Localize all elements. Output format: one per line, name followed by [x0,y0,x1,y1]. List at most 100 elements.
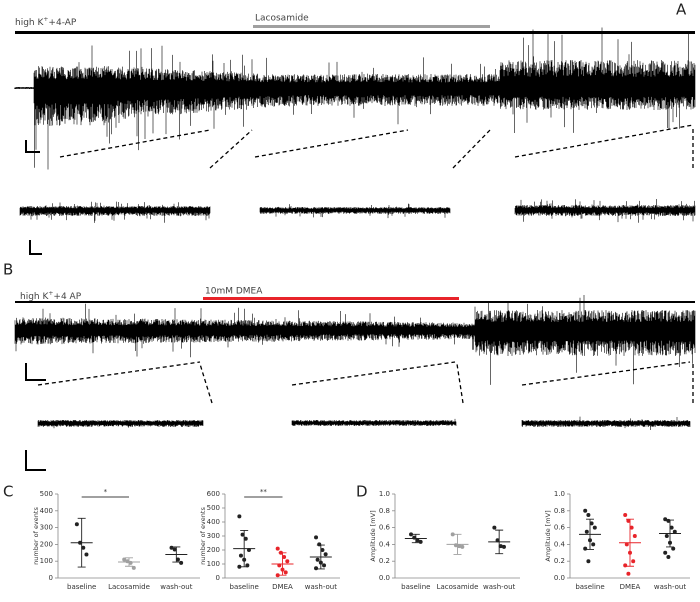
data-point [623,563,628,568]
data-point [663,550,668,555]
error-bar [172,546,181,563]
y-tick-label: 500 [40,490,53,498]
trace [514,199,696,223]
x-tick-label: wash-out [305,583,337,591]
drug-bar [253,25,490,28]
error-bar [77,517,86,568]
data-point [589,521,594,526]
y-tick-label: 300 [207,532,220,540]
x-tick-label: Lacosamide [108,583,150,591]
error-bar [666,519,674,548]
error-bar [125,557,133,567]
trace [259,203,451,219]
data-point [664,534,669,538]
y-axis-label: Amplitude [mV] [544,510,552,561]
data-point [501,544,506,549]
error-bar [278,552,287,576]
x-tick-label: DMEA [620,583,641,591]
y-tick-label: 600 [207,490,220,498]
y-axis-label: Amplitude [mV] [369,510,377,561]
data-point [623,513,628,517]
scale-bar [25,450,46,471]
zoom-lines [37,124,694,404]
y-tick-label: 0.4 [379,540,391,548]
x-tick-label: DMEA [272,583,293,591]
data-point [666,555,671,559]
data-point [672,529,677,534]
y-tick-label: 0 [49,574,53,582]
data-point [237,514,242,519]
data-point [322,563,327,568]
data-point [671,546,676,551]
y-tick-label: 0.8 [554,507,565,515]
error-bar [411,533,420,544]
trace [33,27,696,170]
data-point [409,532,414,537]
y-tick-label: 0.6 [379,524,391,532]
data-point [626,518,631,523]
trace [37,420,204,429]
data-point [626,571,631,576]
condition-label: high K++4 AP [20,290,82,302]
significance-label: * [104,488,108,496]
data-point [457,544,462,549]
panel-label: C [3,483,13,501]
data-point [498,544,503,549]
y-tick-label: 0 [216,574,220,582]
scale-bar [25,363,46,381]
x-tick-label: wash-out [160,583,192,591]
y-tick-label: 500 [207,504,220,512]
data-point [584,529,589,534]
trace [14,87,35,89]
y-tick-label: 200 [207,546,220,554]
x-tick-label: baseline [230,583,259,591]
x-tick-label: wash-out [654,583,686,591]
data-point [320,548,325,552]
error-bar [453,533,462,555]
data-point [81,545,86,550]
data-point [592,525,597,530]
data-point [583,546,588,551]
data-point [179,560,184,565]
error-bar [240,529,249,568]
condition-text: +4-AP [48,18,76,28]
panel-label: B [3,261,13,279]
drug-label: Lacosamide [255,14,309,24]
y-tick-label: 0.2 [554,557,565,565]
x-tick-label: baseline [401,583,430,591]
data-point [669,525,674,530]
trace [14,303,476,358]
data-point [591,542,596,547]
condition-bar [15,301,695,303]
data-point [243,536,248,541]
condition-text: high K [20,292,49,302]
data-point [631,559,636,564]
trace [291,418,457,426]
y-tick-label: 1.0 [379,490,390,498]
y-tick-label: 200 [40,540,53,548]
data-point [275,546,280,551]
data-point [175,557,180,562]
data-point [624,542,629,547]
panel-label: D [356,483,368,501]
scale-bar [29,240,42,255]
condition-label: high K++4-AP [15,16,77,28]
drug-bar [203,297,459,300]
y-axis-label: number of events [199,507,207,565]
data-point [450,532,455,537]
data-point [586,513,591,517]
x-tick-label: baseline [575,583,604,591]
y-tick-label: 0.2 [379,557,390,565]
data-point [583,508,588,513]
y-tick-label: 100 [207,560,220,568]
data-point [282,555,287,559]
y-tick-label: 0.0 [379,574,390,582]
trace [521,416,691,430]
panel-label: A [676,1,687,19]
data-point [314,566,319,571]
data-point [283,570,288,575]
error-bar [316,544,325,570]
y-axis-label: number of events [32,507,40,565]
data-point [315,557,320,562]
